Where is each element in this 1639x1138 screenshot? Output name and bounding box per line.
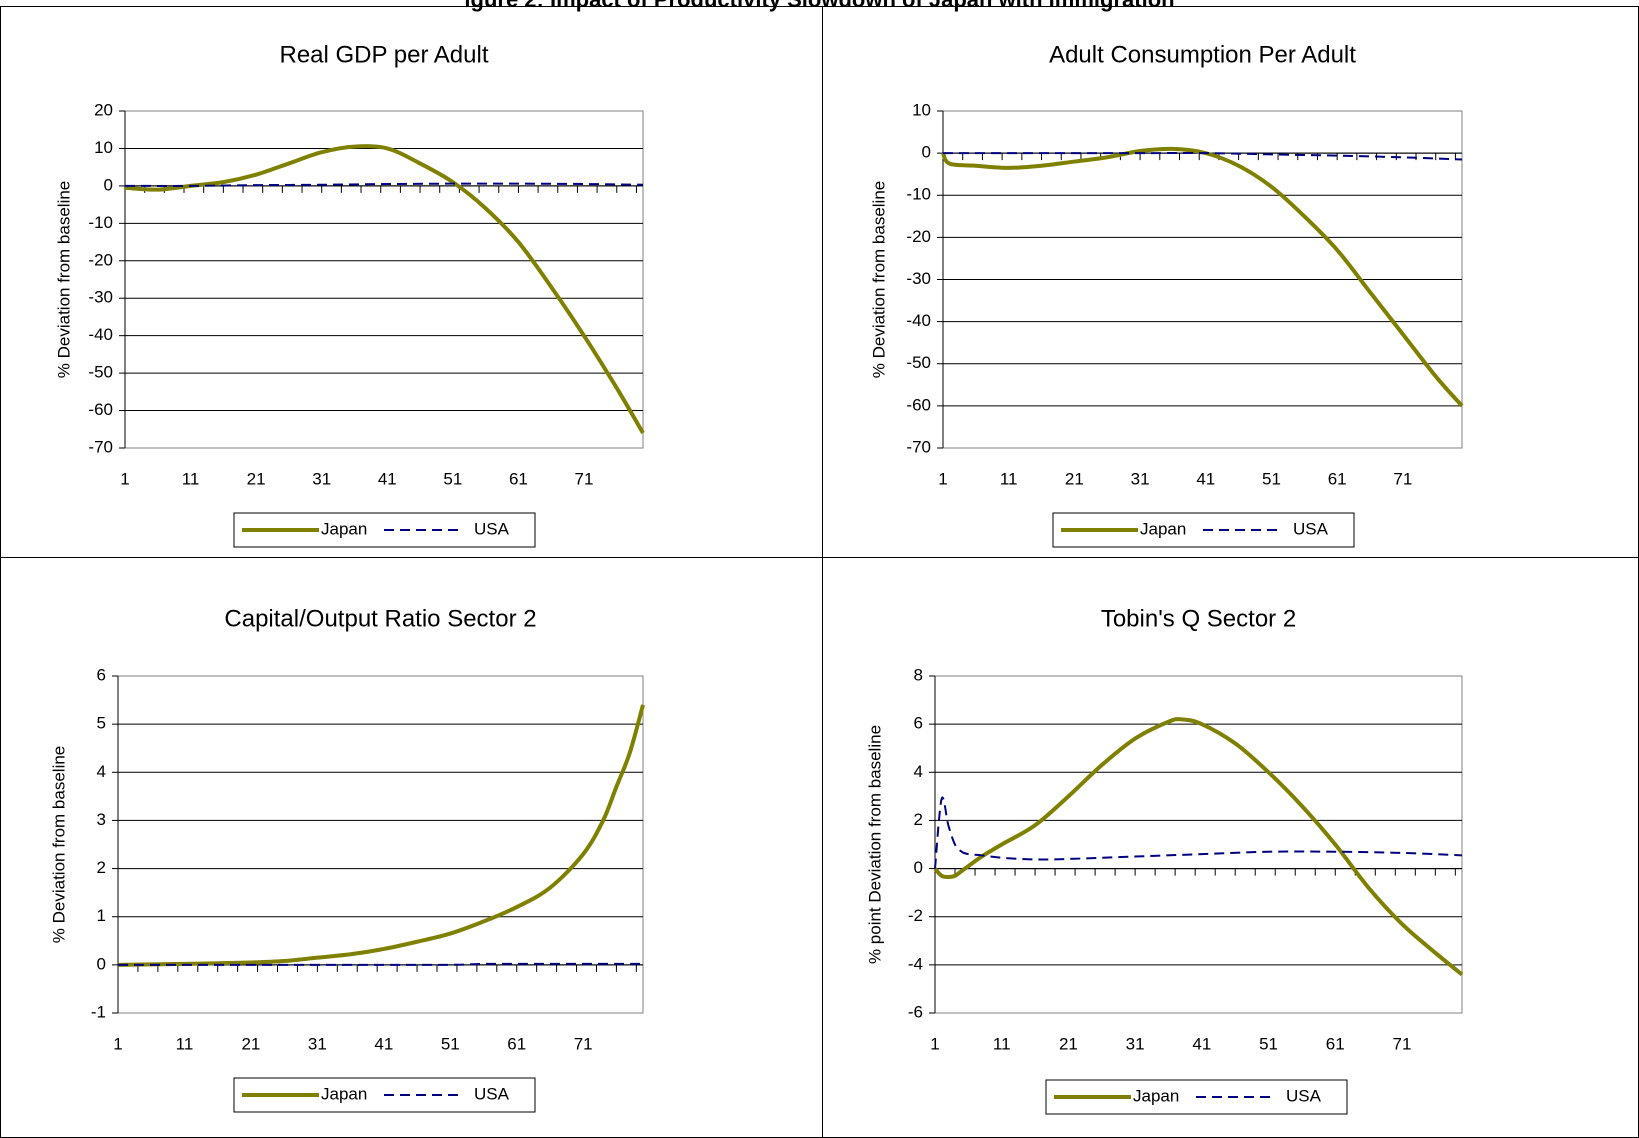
chart4-xtick-label: 11 [993,1034,1011,1053]
chart1-xtick-label: 1 [120,469,129,488]
chart1-ytick-label: -20 [88,250,113,269]
chart3-ytick-label: 0 [97,954,106,973]
chart4-ytick-label: 0 [914,858,923,877]
chart3-legend-label-japan: Japan [321,1084,367,1103]
chart1-xtick-label: 71 [575,469,594,488]
chart2-ytick-label: -70 [906,437,931,456]
chart2-ytick-label: -20 [906,227,931,246]
chart4-ytick-label: 2 [914,810,923,829]
chart1-xtick-label: 31 [312,469,331,488]
chart2-ytick-label: -30 [906,269,931,288]
chart1-title: Real GDP per Adult [279,41,488,68]
chart3-ytick-label: 5 [97,714,106,733]
chart2-xtick-label: 61 [1328,469,1347,488]
chart1-legend-label-usa: USA [474,519,510,538]
chart1-xtick-label: 21 [247,469,266,488]
chart2-ytick-label: 0 [922,143,931,162]
chart4-legend-label-usa: USA [1286,1086,1322,1105]
chart2-ytick-label: -10 [906,185,931,204]
chart3-series-japan [117,704,645,967]
chart1-plot-area [124,110,644,449]
chart3-xtick-label: 31 [308,1034,327,1053]
chart2-title: Adult Consumption Per Adult [1049,41,1356,68]
chart4-ytick-label: 8 [914,665,923,684]
chart4-ylabel: % point Deviation from baseline [865,725,884,964]
chart4-series-usa [934,796,1463,869]
chart3-xtick-label: 61 [507,1034,526,1053]
chart3-ytick-label: 3 [97,810,106,829]
chart1-ytick-label: -50 [88,363,113,382]
chart1-ytick-label: -40 [88,325,113,344]
chart2-ytick-label: -50 [906,353,931,372]
chart4-xtick-label: 71 [1393,1034,1412,1053]
chart3-ytick-label: 1 [97,906,106,925]
chart4-ytick-label: 6 [914,714,923,733]
chart1-ytick-label: 0 [104,175,113,194]
chart4-legend-label-japan: Japan [1133,1086,1179,1105]
chart4-plot-area [934,675,1463,1014]
chart1-xtick-label: 61 [509,469,528,488]
chart2-xtick-label: 51 [1262,469,1281,488]
chart4-ytick-label: -6 [908,1002,923,1021]
chart4-ytick-label: -2 [908,906,923,925]
chart2-ylabel: % Deviation from baseline [869,181,888,378]
chart3-legend-label-usa: USA [474,1084,510,1103]
chart1-ytick-label: -10 [88,213,113,232]
chart1-legend-label-japan: Japan [321,519,367,538]
chart3-title: Capital/Output Ratio Sector 2 [224,605,536,632]
chart3-ylabel: % Deviation from baseline [49,746,68,943]
chart4-xtick-label: 51 [1259,1034,1278,1053]
chart3-xtick-label: 71 [574,1034,593,1053]
chart1-xtick-label: 41 [378,469,397,488]
chart4-series-japan [933,717,1464,977]
chart4-xtick-label: 1 [930,1034,939,1053]
chart2-xtick-label: 21 [1065,469,1084,488]
chart1-xtick-label: 51 [443,469,462,488]
chart1-ytick-label: 10 [94,138,113,157]
chart1-series-usa [124,182,644,187]
chart4-ytick-label: 4 [914,762,923,781]
chart3-ytick-label: 6 [97,665,106,684]
chart4-xtick-label: 31 [1126,1034,1145,1053]
chart2-xtick-label: 1 [938,469,947,488]
chart3-ytick-label: 2 [97,858,106,877]
chart1-ytick-label: -60 [88,400,113,419]
chart1-ytick-label: -70 [88,437,113,456]
chart4-ytick-label: -4 [908,954,923,973]
chart3-xtick-label: 41 [374,1034,393,1053]
chart2-xtick-label: 41 [1196,469,1215,488]
chart2-legend-label-usa: USA [1293,519,1329,538]
chart2-series-usa [943,152,1463,161]
chart1-ylabel: % Deviation from baseline [54,181,73,378]
chart3-xtick-label: 51 [441,1034,460,1053]
chart1-series-japan [124,144,645,435]
chart1-ytick-label: -30 [88,288,113,307]
chart4-xtick-label: 61 [1326,1034,1345,1053]
chart2-legend-label-japan: Japan [1140,519,1186,538]
chart3-ytick-label: 4 [97,762,106,781]
chart2-xtick-label: 31 [1131,469,1150,488]
chart2-xtick-label: 71 [1393,469,1412,488]
chart2-xtick-label: 11 [1000,469,1018,488]
chart3-xtick-label: 11 [176,1034,194,1053]
chart3-xtick-label: 1 [113,1034,122,1053]
chart1-xtick-label: 11 [182,469,200,488]
chart3-series-usa [117,962,643,966]
chart2-ytick-label: -60 [906,395,931,414]
chart3-xtick-label: 21 [241,1034,260,1053]
chart3-ytick-label: -1 [91,1002,106,1021]
chart4-xtick-label: 21 [1059,1034,1078,1053]
chart3-plot-area [117,675,644,1014]
chart4-title: Tobin's Q Sector 2 [1101,605,1296,632]
chart2-ytick-label: 10 [912,100,931,119]
chart4-xtick-label: 41 [1192,1034,1211,1053]
chart2-ytick-label: -40 [906,311,931,330]
chart1-ytick-label: 20 [94,100,113,119]
chart2-series-japan [941,146,1464,408]
